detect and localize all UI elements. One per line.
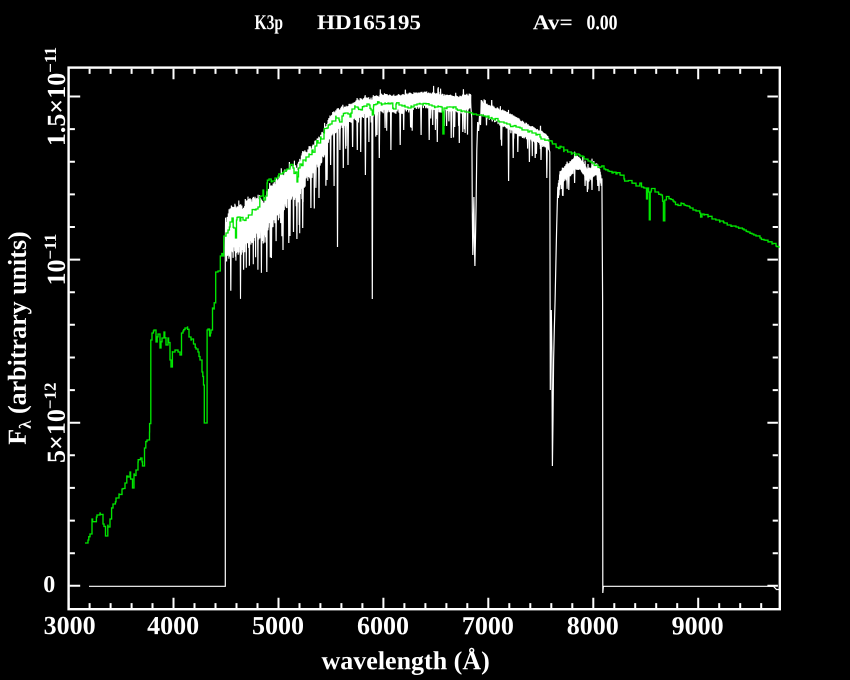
svg-text:Fλ (arbitrary units): Fλ (arbitrary units) [3, 231, 35, 444]
svg-text:3000: 3000 [44, 611, 96, 640]
svg-text:Av=: Av= [533, 10, 573, 34]
svg-text:4000: 4000 [147, 611, 199, 640]
svg-text:5000: 5000 [252, 611, 304, 640]
svg-text:9000: 9000 [672, 611, 724, 640]
svg-text:0.00: 0.00 [586, 10, 617, 34]
svg-text:K3p: K3p [254, 10, 283, 34]
svg-text:0: 0 [43, 572, 55, 598]
svg-text:7000: 7000 [462, 611, 514, 640]
svg-text:6000: 6000 [357, 611, 409, 640]
svg-text:8000: 8000 [567, 611, 619, 640]
svg-text:HD165195: HD165195 [317, 10, 421, 34]
svg-text:wavelength (Å): wavelength (Å) [322, 646, 490, 675]
